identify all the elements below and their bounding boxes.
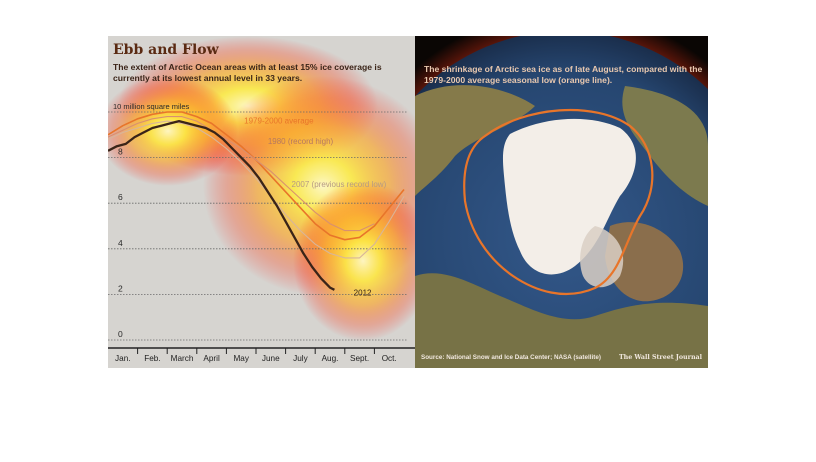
series-line-1 (108, 116, 375, 232)
publisher-credit: The Wall Street Journal (618, 354, 702, 361)
x-tick-label: Aug. (322, 354, 339, 363)
chart-title: Ebb and Flow (113, 42, 219, 58)
y-tick-label: 0 (118, 329, 123, 339)
chart-panel: 1979-2000 average 1980 (record high) 2007 … (108, 36, 415, 368)
x-tick-label: July (293, 354, 308, 363)
source-note: Source: National Snow and Ice Data Cente… (421, 354, 601, 361)
x-tick-label: Feb. (144, 354, 160, 363)
land-mass (415, 85, 535, 196)
attention-heatmap-overlay (108, 36, 415, 341)
series-line-2 (108, 120, 405, 259)
gridlines (108, 111, 408, 341)
series-labels: 1979-2000 average 1980 (record high) 2007 … (244, 116, 386, 297)
series-label: 2012 (354, 289, 372, 298)
land-mass (622, 86, 708, 206)
sea-ice-extent (502, 118, 636, 275)
series-label: 1980 (record high) (268, 137, 334, 146)
series-label: 2007 (previous record low) (292, 180, 387, 189)
series-line-3 (108, 119, 335, 291)
infographic: 1979-2000 average 1980 (record high) 2007 … (108, 36, 708, 368)
land-mass (605, 222, 684, 302)
y-tick-label: 8 (118, 147, 123, 157)
arctic-satellite-map (415, 36, 708, 368)
land-mass (415, 273, 708, 368)
map-panel: The shrinkage of Arctic sea ice as of la… (415, 36, 708, 368)
x-tick-label: June (262, 354, 280, 363)
x-tick-label: Jan. (115, 354, 130, 363)
heat-blob (108, 76, 238, 186)
y-tick-label: 4 (118, 238, 123, 248)
heat-blob (293, 181, 415, 341)
x-tick-label: March (171, 354, 194, 363)
y-axis-ticks: 0 2 4 6 8 10 million square miles (113, 102, 190, 339)
chart-subtitle: The extent of Arctic Ocean areas with at… (113, 62, 382, 83)
series-label: 1979-2000 average (244, 116, 314, 125)
average-seasonal-low-line (463, 108, 654, 296)
x-tick-label: April (203, 354, 220, 363)
x-tick-label: Sept. (350, 354, 369, 363)
x-tick-label: May (233, 354, 249, 363)
line-chart: 1979-2000 average 1980 (record high) 2007 … (108, 102, 415, 363)
series-lines (108, 111, 405, 291)
y-tick-label: 2 (118, 283, 123, 293)
unit-label: 10 million square miles (113, 102, 190, 111)
x-tick-label: Oct. (382, 354, 397, 363)
map-caption: The shrinkage of Arctic sea ice as of la… (424, 64, 703, 85)
y-tick-label: 6 (118, 192, 123, 202)
x-axis: Jan. Feb. March April May June July Aug. Sept. Oc… (108, 347, 415, 363)
